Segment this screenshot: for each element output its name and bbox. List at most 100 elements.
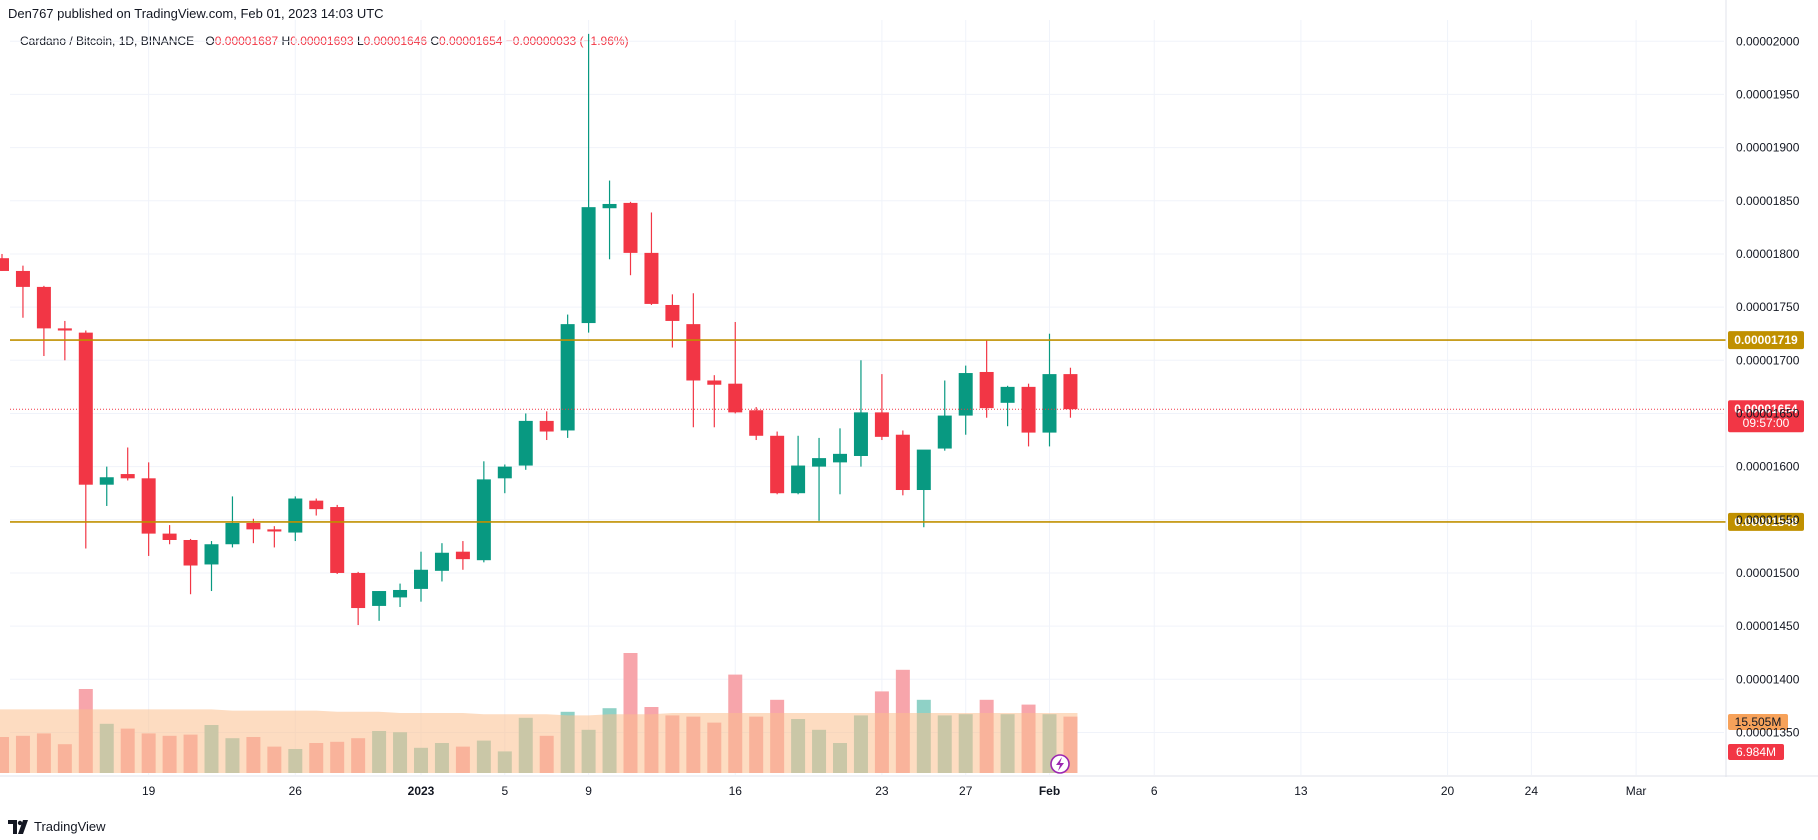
tradingview-logo-icon <box>8 819 28 834</box>
candle-body <box>330 507 345 573</box>
candle-body <box>434 552 449 571</box>
y-tick-label: 0.00001450 <box>1736 619 1800 633</box>
volume-label: 6.984M <box>1736 745 1776 759</box>
candle-body <box>455 551 470 560</box>
candle-body <box>15 270 30 287</box>
candle-body <box>895 434 910 491</box>
y-tick-label: 0.00001650 <box>1736 406 1800 420</box>
candle-body <box>288 498 303 533</box>
candle-body <box>414 569 428 589</box>
candle-body <box>833 453 847 463</box>
x-tick-label: 19 <box>142 784 156 798</box>
candle-body <box>1063 374 1078 410</box>
candle-body <box>707 380 722 385</box>
candle-body <box>728 383 743 413</box>
y-tick-label: 0.00001600 <box>1736 460 1800 474</box>
candle-body <box>141 478 156 534</box>
x-tick-label: 20 <box>1441 784 1455 798</box>
candle-body <box>372 591 387 606</box>
x-tick-label: Feb <box>1039 784 1060 798</box>
volume-ma-area <box>0 709 1078 773</box>
candle-body <box>204 544 219 565</box>
candle-body <box>560 324 575 431</box>
candle-body <box>1042 374 1057 433</box>
candle-body <box>770 435 785 494</box>
volume-pane <box>0 653 1078 773</box>
candle-body <box>644 252 659 304</box>
x-tick-label: 16 <box>729 784 743 798</box>
candles <box>0 33 1078 626</box>
candle-body <box>57 328 72 331</box>
countdown-label: 09:57:00 <box>1743 416 1790 430</box>
volume-tag <box>1728 744 1784 760</box>
candle-body <box>497 466 512 479</box>
level-label-box <box>1728 331 1804 350</box>
y-tick-label: 0.00001550 <box>1736 513 1800 527</box>
candle-body <box>1021 386 1036 433</box>
candle-body <box>623 202 638 253</box>
x-tick-label: 6 <box>1151 784 1158 798</box>
last-price-tag <box>1728 400 1804 433</box>
candle-body <box>183 539 198 566</box>
x-tick-label: Mar <box>1626 784 1647 798</box>
candle-body <box>246 522 261 530</box>
x-tick-label: 23 <box>875 784 889 798</box>
candle-body <box>351 572 366 609</box>
candle-body <box>36 286 51 329</box>
candle-body <box>979 371 994 409</box>
y-tick-label: 0.00001900 <box>1736 141 1800 155</box>
publisher-info: Den767 published on TradingView.com, Feb… <box>8 6 384 21</box>
candle-body <box>874 412 889 437</box>
x-tick-label: 9 <box>585 784 592 798</box>
grid <box>10 20 1724 775</box>
candle-body <box>78 332 93 485</box>
candle-body <box>937 415 952 449</box>
candle-body <box>518 420 533 466</box>
y-tick-label: 0.00001400 <box>1736 672 1800 686</box>
candle-body <box>853 412 868 456</box>
candle-body <box>812 458 827 467</box>
candle-body <box>162 533 177 540</box>
brand-name: TradingView <box>34 819 106 834</box>
y-tick-label: 0.00001800 <box>1736 247 1800 261</box>
volume-ma-label: 15.505M <box>1735 715 1782 729</box>
y-tick-label: 0.00001750 <box>1736 300 1800 314</box>
candle-body <box>686 324 701 381</box>
x-tick-label: 26 <box>289 784 303 798</box>
candle-body <box>749 410 764 436</box>
candle-body <box>476 479 491 561</box>
candle-body <box>225 522 240 545</box>
level-label-box <box>1728 512 1804 531</box>
y-tick-label: 0.00001350 <box>1736 725 1800 739</box>
candle-body <box>581 207 596 324</box>
y-tick-label: 0.00001950 <box>1736 87 1800 101</box>
candle-body <box>916 449 931 491</box>
candle-body <box>393 589 408 598</box>
y-tick-label: 0.00001700 <box>1736 353 1800 367</box>
candle-body <box>267 529 282 532</box>
candle-body <box>602 203 617 209</box>
candle-body <box>1000 386 1015 403</box>
y-tick-label: 0.00001850 <box>1736 194 1800 208</box>
last-price-label: 0.00001654 <box>1734 402 1798 416</box>
footer-brand[interactable]: TradingView <box>8 819 106 834</box>
x-tick-label: 27 <box>959 784 973 798</box>
x-tick-label: 5 <box>501 784 508 798</box>
candle-body <box>791 465 806 494</box>
candle-body <box>309 500 324 510</box>
axes: 0.00001350 0.00001400 0.00001450 0.00001500… <box>0 0 1818 798</box>
candle-body <box>958 373 973 416</box>
level-label: 0.00001548 <box>1734 515 1798 529</box>
x-tick-label: 24 <box>1525 784 1539 798</box>
candle-body <box>665 304 680 321</box>
replay-icon[interactable] <box>1050 754 1070 774</box>
symbol-legend: Cardano / Bitcoin, 1D, BINANCE O0.000016… <box>20 34 629 48</box>
candle-body <box>0 258 9 271</box>
candle-body <box>120 474 135 479</box>
x-tick-label: 2023 <box>408 784 435 798</box>
y-tick-label: 0.00002000 <box>1736 34 1800 48</box>
candle-body <box>99 477 114 485</box>
x-tick-label: 13 <box>1294 784 1308 798</box>
